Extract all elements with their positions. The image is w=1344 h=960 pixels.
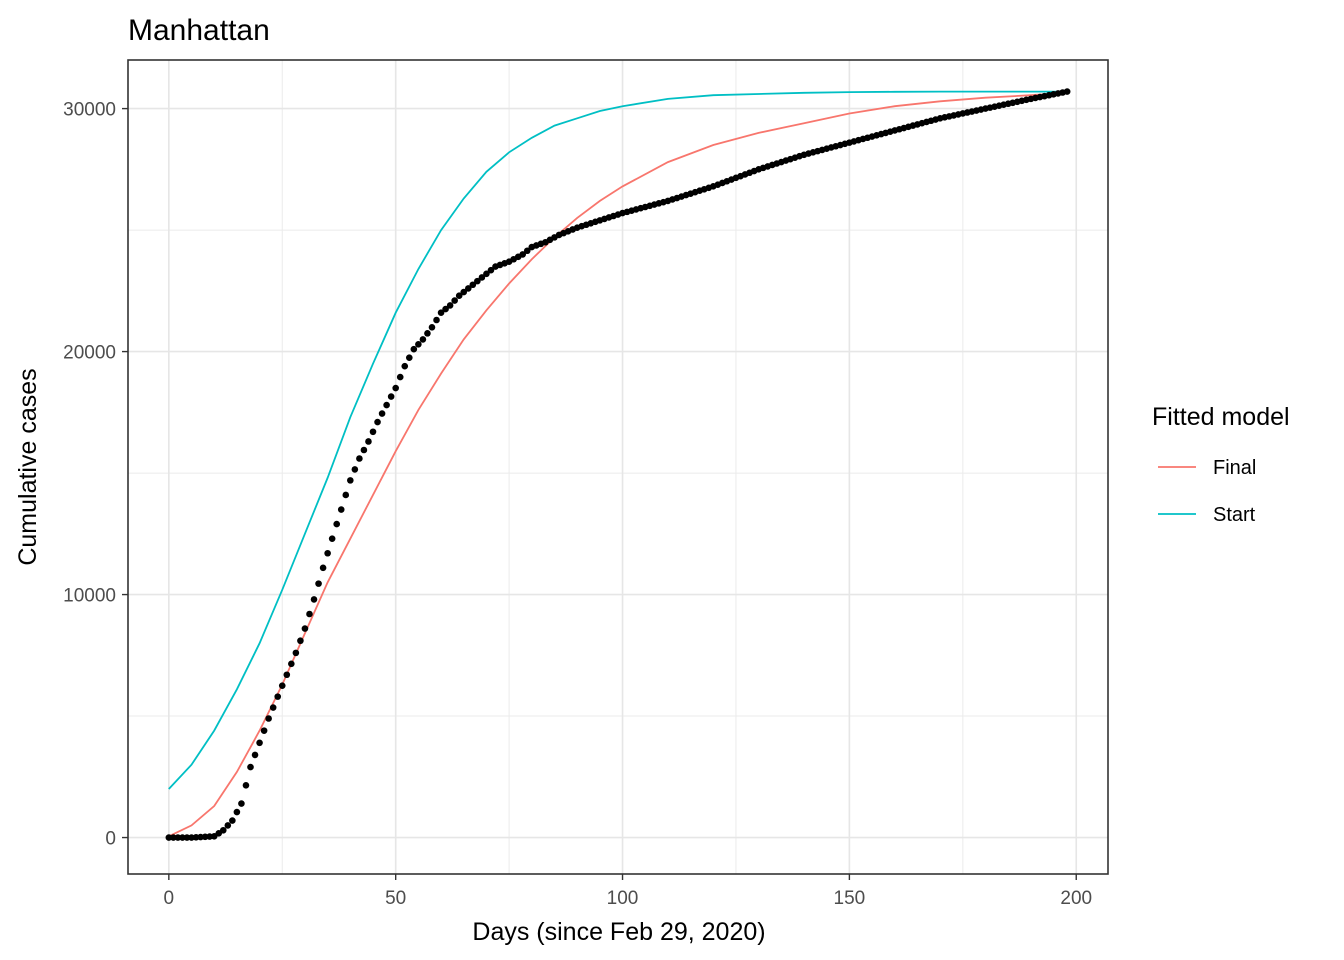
legend-title: Fitted model xyxy=(1152,403,1290,431)
data-point xyxy=(483,270,490,278)
x-tick-label: 150 xyxy=(834,888,866,909)
y-tick-label: 10000 xyxy=(63,586,116,607)
data-point xyxy=(238,800,245,807)
data-point xyxy=(229,817,236,824)
observed-points xyxy=(165,88,1071,841)
data-point xyxy=(464,285,472,292)
y-tick-label: 0 xyxy=(105,829,116,850)
data-point xyxy=(437,309,445,317)
data-point xyxy=(301,625,309,632)
data-point xyxy=(233,808,241,816)
data-point xyxy=(478,274,486,281)
data-point xyxy=(451,297,458,304)
x-tick-label: 200 xyxy=(1060,888,1092,909)
data-point xyxy=(256,739,263,747)
legend: Fitted model Final Start xyxy=(1152,403,1290,526)
data-point xyxy=(274,693,282,700)
data-point xyxy=(474,277,481,285)
data-point xyxy=(442,305,449,313)
data-point xyxy=(269,704,277,711)
legend-label-final: Final xyxy=(1213,457,1256,479)
data-point xyxy=(351,466,359,473)
data-point xyxy=(410,345,418,353)
data-point xyxy=(247,763,254,771)
data-point xyxy=(460,288,468,296)
data-point xyxy=(347,477,354,484)
data-point xyxy=(523,247,531,255)
x-tick-label: 50 xyxy=(385,888,406,909)
y-axis-title: Cumulative cases xyxy=(14,368,42,565)
data-point xyxy=(1063,88,1071,95)
data-point xyxy=(306,610,313,618)
data-point xyxy=(424,330,431,337)
data-point xyxy=(315,580,322,587)
data-point xyxy=(356,455,363,462)
data-point xyxy=(519,251,527,258)
data-point xyxy=(288,660,295,668)
data-point xyxy=(170,834,177,841)
x-tick-label: 0 xyxy=(164,888,175,909)
legend-label-start: Start xyxy=(1213,504,1256,526)
data-point xyxy=(369,428,377,436)
y-tick-label: 20000 xyxy=(63,343,116,364)
data-point xyxy=(469,281,477,289)
data-point xyxy=(365,438,372,445)
data-point xyxy=(324,549,331,557)
data-point xyxy=(265,715,272,722)
chart-title: Manhattan xyxy=(128,14,270,47)
panel-border xyxy=(127,59,1109,875)
data-point xyxy=(405,354,413,361)
data-point xyxy=(328,535,336,542)
series-line-start xyxy=(168,90,1068,790)
data-point xyxy=(165,834,173,841)
data-point xyxy=(337,506,345,513)
data-point xyxy=(219,826,227,834)
plot-panel: 0 50 100 150 200 0 10000 20000 30000 xyxy=(63,59,1109,909)
data-point xyxy=(183,834,191,841)
data-point xyxy=(260,727,268,734)
data-point xyxy=(297,637,304,645)
data-point xyxy=(419,336,427,343)
data-point xyxy=(383,401,390,409)
data-point xyxy=(278,682,286,689)
data-point xyxy=(428,323,436,331)
data-point xyxy=(342,491,350,499)
data-point xyxy=(455,292,463,299)
y-tick-label: 30000 xyxy=(63,100,116,121)
data-point xyxy=(446,302,454,309)
data-point xyxy=(487,266,495,274)
data-point xyxy=(319,564,327,572)
data-point xyxy=(251,751,259,759)
data-point xyxy=(174,834,182,841)
data-point xyxy=(242,782,250,789)
data-point xyxy=(310,596,318,603)
data-point xyxy=(415,340,422,348)
data-point xyxy=(401,362,409,370)
data-point xyxy=(433,316,440,324)
data-point xyxy=(378,410,386,417)
data-point xyxy=(387,393,395,400)
x-axis-title: Days (since Feb 29, 2020) xyxy=(472,918,765,946)
data-point xyxy=(374,418,381,426)
data-point xyxy=(179,834,186,841)
data-point xyxy=(360,446,368,454)
data-point xyxy=(224,822,232,829)
data-point xyxy=(333,520,341,528)
x-tick-label: 100 xyxy=(607,888,639,909)
data-point xyxy=(392,384,399,392)
data-point xyxy=(292,649,300,657)
data-point xyxy=(283,671,291,679)
data-point xyxy=(396,373,404,381)
